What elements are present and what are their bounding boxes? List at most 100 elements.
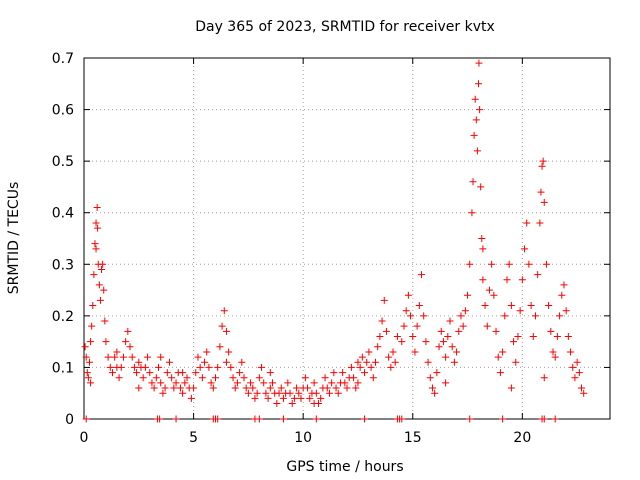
data-point [547,327,555,335]
data-point [492,327,500,335]
data-point [444,332,452,340]
data-point [323,384,331,392]
data-point [222,327,230,335]
data-point [564,332,572,340]
data-point [538,162,546,170]
data-point [106,363,114,371]
data-point [96,296,104,304]
data-point [83,369,91,377]
data-point [468,209,476,217]
data-point [453,348,461,356]
x-axis-label: GPS time / hours [286,459,403,475]
data-point [236,369,244,377]
data-point [312,415,320,423]
data-point [478,235,486,242]
data-point [488,260,496,268]
data-point [507,384,515,392]
data-point [523,219,531,227]
data-point [321,374,329,382]
data-point [133,369,141,377]
data-point [304,384,312,392]
data-point [172,379,180,387]
data-point [512,358,520,366]
data-point [90,271,98,279]
data-point [293,384,301,392]
data-point [540,374,548,382]
data-point [275,389,283,397]
data-point [391,358,399,366]
data-point [352,384,360,392]
data-point [247,379,255,387]
data-point [297,394,305,402]
data-point [172,415,180,423]
data-point [580,389,588,397]
data-point [301,374,309,382]
data-point [179,389,187,397]
data-point [126,343,134,351]
data-point [461,307,469,315]
data-point [87,379,95,387]
data-point [404,291,412,299]
data-point [534,271,542,279]
data-point [473,147,481,155]
data-point [350,374,358,382]
x-tick-label: 0 [80,430,89,446]
data-point [242,384,250,392]
data-point [325,389,333,397]
data-point [179,369,187,377]
data-point [240,374,248,382]
data-point [152,374,160,382]
data-point [168,374,176,382]
data-point [376,332,384,340]
data-point [159,389,167,397]
data-point [341,379,349,387]
data-point [288,400,296,408]
data-point [490,291,498,299]
data-point [203,348,211,356]
data-point [238,358,246,366]
data-point [306,394,314,402]
data-point [130,363,138,371]
data-point [455,327,463,335]
data-point [317,394,325,402]
data-point [378,317,386,325]
data-point [389,348,397,356]
data-point [494,353,502,361]
data-point [312,389,320,397]
data-point [286,389,294,397]
data-point [260,379,268,387]
data-point [212,374,219,382]
data-point [457,312,465,320]
data-point [244,389,252,397]
data-point [573,358,581,366]
data-point [476,106,484,114]
y-tick-label: 0.2 [52,309,74,325]
data-point [450,358,458,366]
data-point [363,358,371,366]
data-point [209,384,217,392]
data-point [225,348,233,356]
data-point [514,332,522,340]
data-point [161,384,169,392]
data-point [290,394,298,402]
data-point [196,363,204,371]
data-point [539,157,547,165]
data-point [187,394,195,402]
data-point [310,379,318,387]
data-point [545,302,553,310]
data-point [104,353,112,361]
data-point [157,379,165,387]
data-point [194,353,202,361]
data-point [466,415,474,423]
data-point [540,198,548,206]
data-point [165,358,173,366]
data-point [98,265,106,273]
data-point [435,343,443,351]
y-tick-label: 0.4 [52,206,74,222]
data-point [446,317,454,325]
data-point [525,260,533,268]
data-point [84,374,92,382]
data-point [549,348,557,356]
data-point [135,358,143,366]
